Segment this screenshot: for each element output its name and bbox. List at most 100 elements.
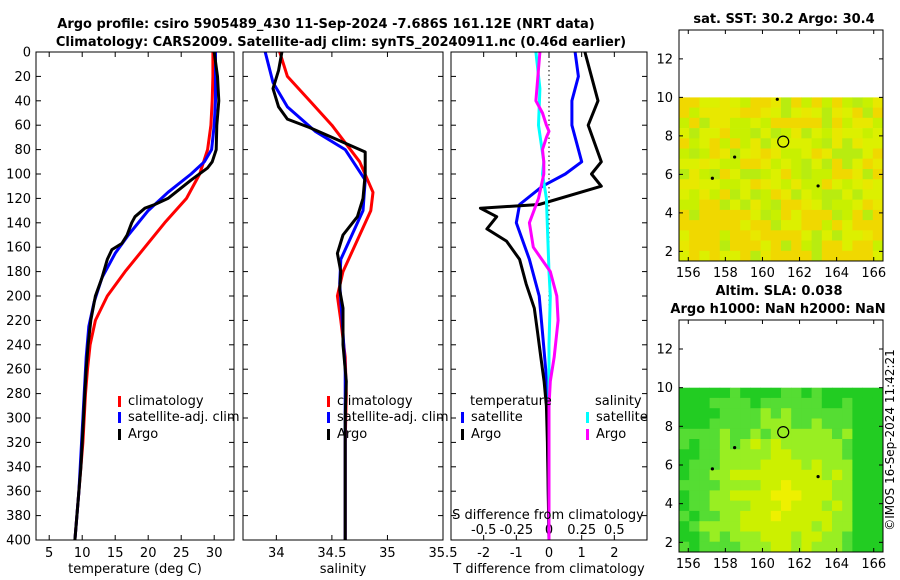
heatmap-cell [872,128,884,139]
heatmap-cell [709,199,721,211]
heatmap-cell [709,169,721,180]
heatmap-cell [689,189,700,200]
heatmap-cell [801,250,812,262]
heatmap-cell [730,107,741,119]
y-tick-label: 140 [6,216,31,231]
heatmap-cell [821,169,833,180]
heatmap-cell [730,148,741,160]
heatmap-cell [689,449,700,460]
heatmap-cell [699,428,710,440]
legend-swatch-climatology [327,396,330,407]
heatmap-cell [719,97,731,108]
heatmap-cell [709,418,721,430]
heatmap-cell [801,500,812,512]
heatmap-cell [781,510,792,522]
x-tick-label: 20 [140,546,157,561]
heatmap-cell [760,169,772,180]
heatmap-cell [862,387,874,399]
series-line-climatology [278,52,375,540]
y-tick-label: 380 [6,509,31,524]
heatmap-cell [770,169,782,180]
heatmap-cell [730,449,741,460]
heatmap-cell [719,240,731,252]
heatmap-cell [832,230,843,241]
heatmap-cell [862,230,874,241]
heatmap-cell [770,418,782,430]
heatmap-cell [842,230,853,241]
legend-swatch-t-satellite [461,412,464,423]
coast-point [710,176,714,180]
heatmap-cell [801,397,812,409]
heatmap-cell [760,220,772,231]
heatmap-cell [740,209,751,221]
heatmap-cell [842,428,853,440]
heatmap-cell [821,531,833,543]
heatmap-cell [730,220,741,231]
heatmap-cell [719,199,731,211]
series-group [478,52,603,540]
heatmap-cell [699,480,710,491]
heatmap-cell [679,209,690,221]
heatmap-cell [852,521,863,532]
heatmap-cell [862,531,874,543]
heatmap-cell [679,418,690,430]
s-difference-axis-title: S difference from climatology [452,508,644,523]
heatmap-cell [750,500,761,512]
heatmap-cell [852,97,863,108]
heatmap-cell [852,531,863,543]
heatmap-cell [852,541,863,553]
heatmap-cell [709,459,721,471]
heatmap-cell [842,117,853,129]
heatmap-cell [719,397,731,409]
heatmap-cell [832,449,843,460]
heatmap-cell [821,490,833,502]
heatmap-cell [791,148,802,160]
heatmap-cell [760,97,772,108]
heatmap-cell [699,397,710,409]
heatmap-cell [852,408,863,419]
heatmap-cell [679,521,690,532]
heatmap-cell [770,397,782,409]
heatmap-cell [740,230,751,241]
heatmap-cell [750,138,761,149]
heatmap-cell [719,480,731,491]
legend-swatch-satellite [118,412,121,423]
heatmap-cell [842,439,853,450]
heatmap-cell [740,439,751,450]
heatmap-cell [719,220,731,231]
heatmap-cell [730,510,741,522]
heatmap-cell [770,250,782,262]
sla-map-title-2: Argo h1000: NaN h2000: NaN [670,302,885,317]
heatmap-cell [760,158,772,170]
legend-swatch-satellite [327,412,330,423]
legend-swatch-s-argo [586,429,589,440]
heatmap-cell [791,220,802,231]
salinity-legend: climatology satellite-adj. clim Argo [327,394,449,442]
x-tick-label: 10 [74,546,91,561]
heatmap-cell [862,117,874,129]
y-tick-label: 8 [665,420,673,435]
heatmap-cell [811,220,823,231]
heatmap-cell [872,428,884,440]
heatmap-cell [811,490,823,502]
heatmap-cell [832,541,843,553]
heatmap-cell [770,209,782,221]
heatmap-cell [801,449,812,460]
heatmap-cell [719,148,731,160]
heatmap-cell [852,148,863,160]
coast-point [816,184,820,188]
heatmap-cell [719,418,731,430]
y-tick-label: 12 [656,52,673,67]
heatmap-cell [750,408,761,419]
heatmap-cell [872,541,884,553]
heatmap-cell [689,469,700,481]
heatmap-cell [770,531,782,543]
heatmap-cell [801,408,812,419]
heatmap-cell [750,209,761,221]
heatmap-cell [709,439,721,450]
heatmap-cell [689,531,700,543]
heatmap-cell [730,158,741,170]
heatmap-cell [821,158,833,170]
heatmap-cell [719,500,731,512]
heatmap-cell [709,220,721,231]
